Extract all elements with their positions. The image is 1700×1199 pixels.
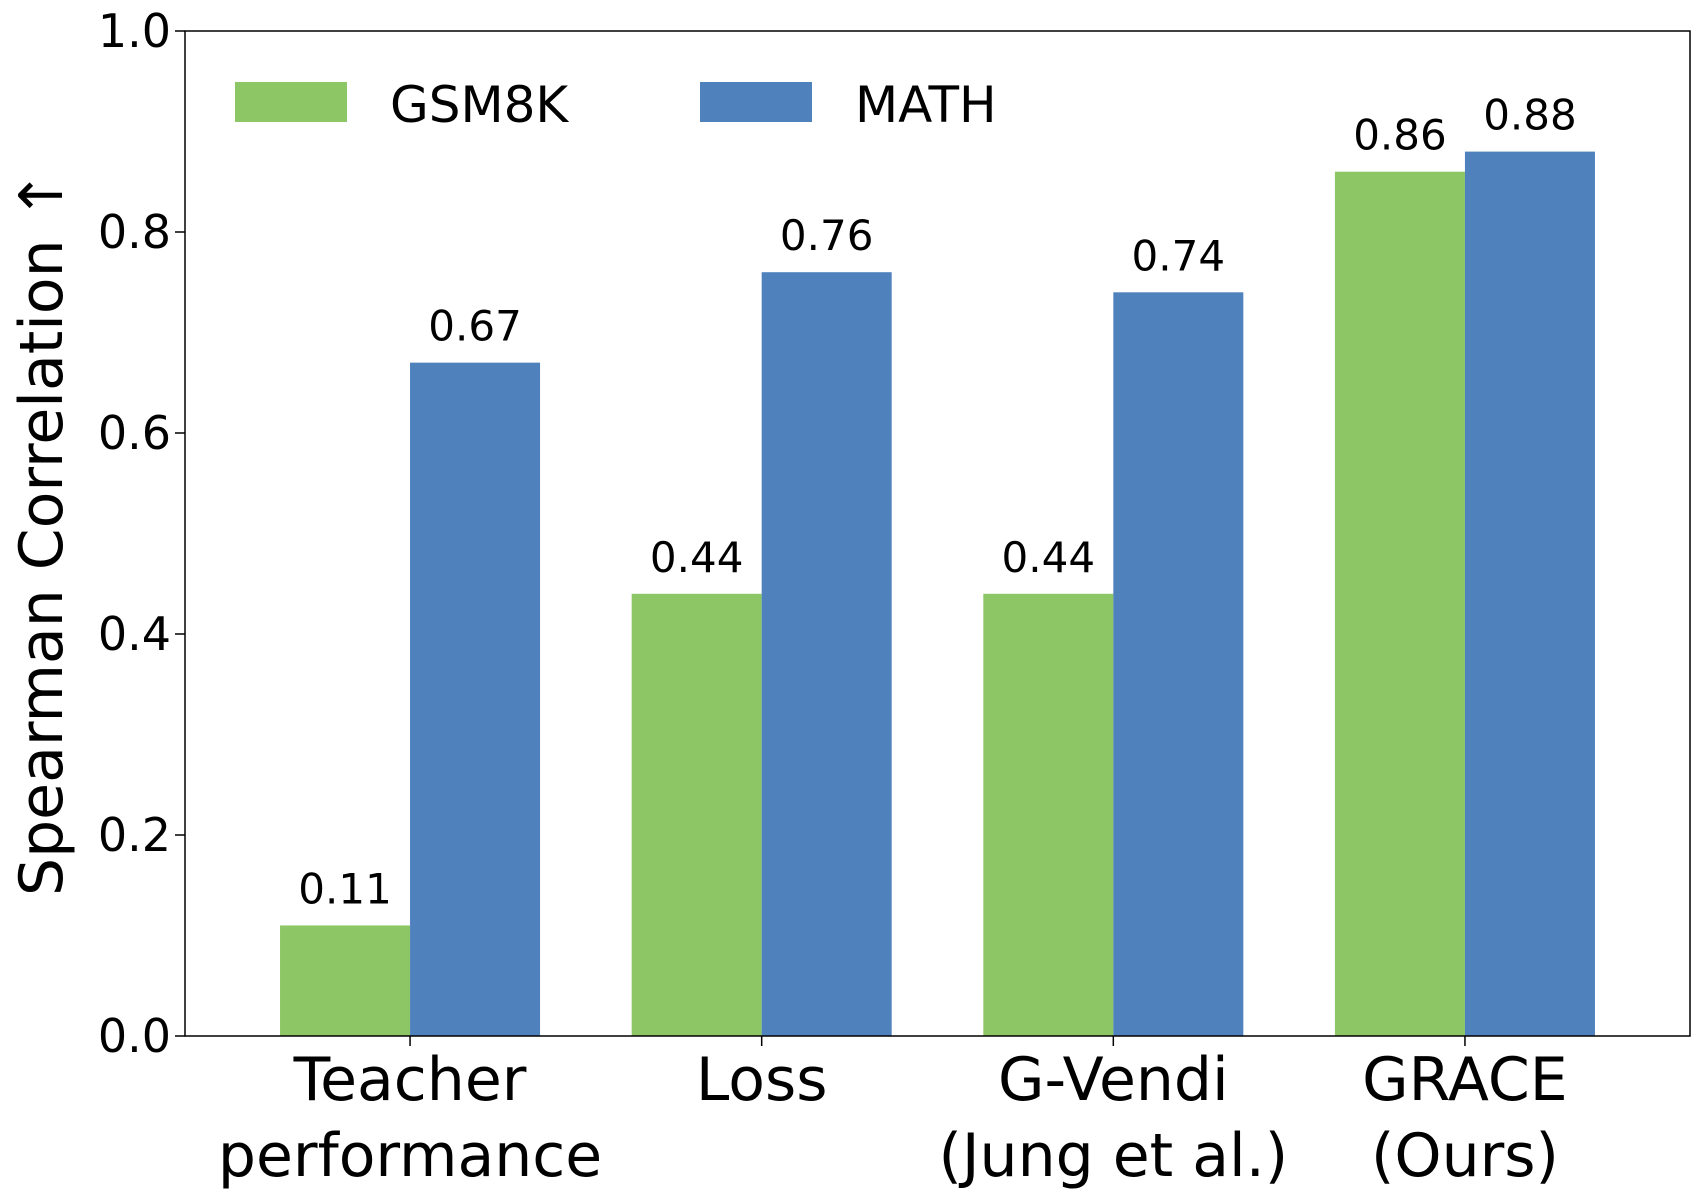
y-tick-label: 0.6 bbox=[98, 406, 171, 460]
y-tick-label: 0.8 bbox=[98, 205, 171, 259]
bar-math-2 bbox=[1113, 292, 1244, 1036]
bar-math-0 bbox=[410, 362, 541, 1036]
y-tick-label: 1.0 bbox=[98, 4, 171, 58]
bar-gsm8k-3 bbox=[1334, 171, 1465, 1036]
data-label-gsm8k-0: 0.11 bbox=[298, 864, 392, 913]
x-tick-label: (Jung et al.) bbox=[938, 1121, 1288, 1191]
x-tick-label: performance bbox=[218, 1121, 602, 1191]
bars bbox=[280, 151, 1595, 1037]
x-tick-label: (Ours) bbox=[1371, 1121, 1559, 1191]
bar-math-1 bbox=[761, 272, 892, 1036]
data-label-math-3: 0.88 bbox=[1483, 91, 1577, 140]
bar-gsm8k-0 bbox=[280, 925, 411, 1036]
data-label-math-2: 0.74 bbox=[1132, 231, 1226, 280]
y-tick-label: 0.4 bbox=[98, 607, 171, 661]
data-label-math-0: 0.67 bbox=[428, 302, 522, 351]
data-label-gsm8k-1: 0.44 bbox=[650, 533, 744, 582]
bar-gsm8k-2 bbox=[983, 593, 1114, 1036]
x-tick-label: G-Vendi bbox=[998, 1045, 1229, 1115]
data-label-math-1: 0.76 bbox=[780, 211, 874, 260]
y-axis-label: Spearman Correlation ↑ bbox=[7, 170, 77, 896]
legend-swatch-math bbox=[700, 82, 812, 122]
plot-frame bbox=[184, 30, 1691, 1037]
y-tick-label: 0.2 bbox=[98, 808, 171, 862]
data-label-gsm8k-3: 0.86 bbox=[1353, 111, 1447, 160]
bar-math-3 bbox=[1464, 151, 1595, 1037]
y-axis: 0.0 0.2 0.4 0.6 0.8 1.0 bbox=[98, 4, 185, 1063]
data-labels: 0.11 0.67 0.44 0.76 0.44 0.74 0.86 0.88 bbox=[298, 91, 1576, 914]
legend-label-math: MATH bbox=[855, 76, 997, 134]
legend: GSM8K MATH bbox=[235, 76, 997, 134]
legend-swatch-gsm8k bbox=[235, 82, 347, 122]
x-tick-label: GRACE bbox=[1362, 1045, 1568, 1115]
y-tick-label: 0.0 bbox=[98, 1009, 171, 1063]
legend-label-gsm8k: GSM8K bbox=[390, 76, 569, 134]
bar-gsm8k-1 bbox=[631, 593, 762, 1036]
x-tick-label: Loss bbox=[696, 1045, 828, 1115]
x-tick-label: Teacher bbox=[293, 1045, 527, 1115]
data-label-gsm8k-2: 0.44 bbox=[1002, 533, 1096, 582]
